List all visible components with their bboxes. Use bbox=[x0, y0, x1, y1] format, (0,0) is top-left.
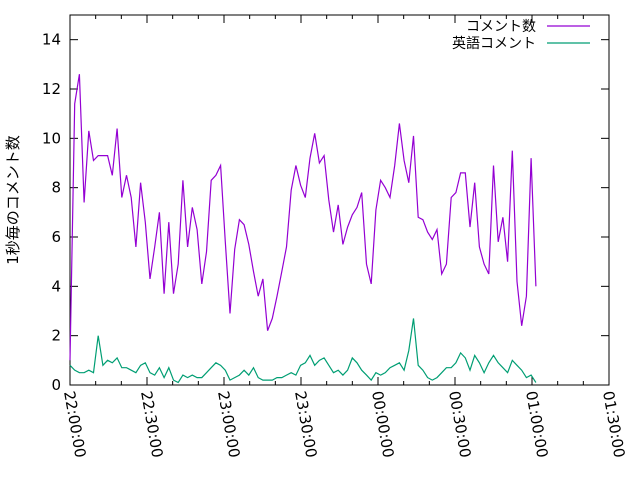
y-tick-label: 12 bbox=[42, 80, 61, 98]
y-tick-label: 8 bbox=[51, 179, 61, 197]
legend-label-2: 英語コメント bbox=[452, 35, 536, 52]
plot-border bbox=[69, 14, 610, 386]
y-tick-label: 4 bbox=[51, 277, 61, 295]
y-tick-label: 0 bbox=[51, 376, 61, 394]
x-tick-label: 01:00:00 bbox=[522, 390, 551, 459]
x-tick-label: 00:00:00 bbox=[368, 390, 397, 459]
y-tick-label: 2 bbox=[51, 327, 61, 345]
series-lines bbox=[69, 74, 537, 384]
series-line-1 bbox=[69, 74, 537, 361]
x-tick-label: 23:30:00 bbox=[291, 390, 320, 459]
legend-label-1: コメント数 bbox=[466, 19, 536, 35]
series-line-2 bbox=[69, 318, 537, 384]
y-tick-label: 6 bbox=[51, 228, 61, 246]
x-tick-label: 23:00:00 bbox=[214, 390, 243, 459]
x-tick-label: 00:30:00 bbox=[445, 390, 474, 459]
x-tick-label: 22:00:00 bbox=[60, 390, 89, 459]
axis-ticks: 0 2 4 6 8 10 12 14 22:00:00 22:30:00 23:00:00 23:30… bbox=[42, 15, 628, 459]
y-axis-label: 1秒毎のコメント数 bbox=[4, 135, 22, 265]
y-tick-label: 14 bbox=[42, 31, 61, 49]
x-tick-label: 01:30:00 bbox=[599, 390, 628, 459]
x-tick-label: 22:30:00 bbox=[137, 390, 166, 459]
y-tick-label: 10 bbox=[42, 129, 61, 147]
plot-area bbox=[69, 14, 610, 386]
